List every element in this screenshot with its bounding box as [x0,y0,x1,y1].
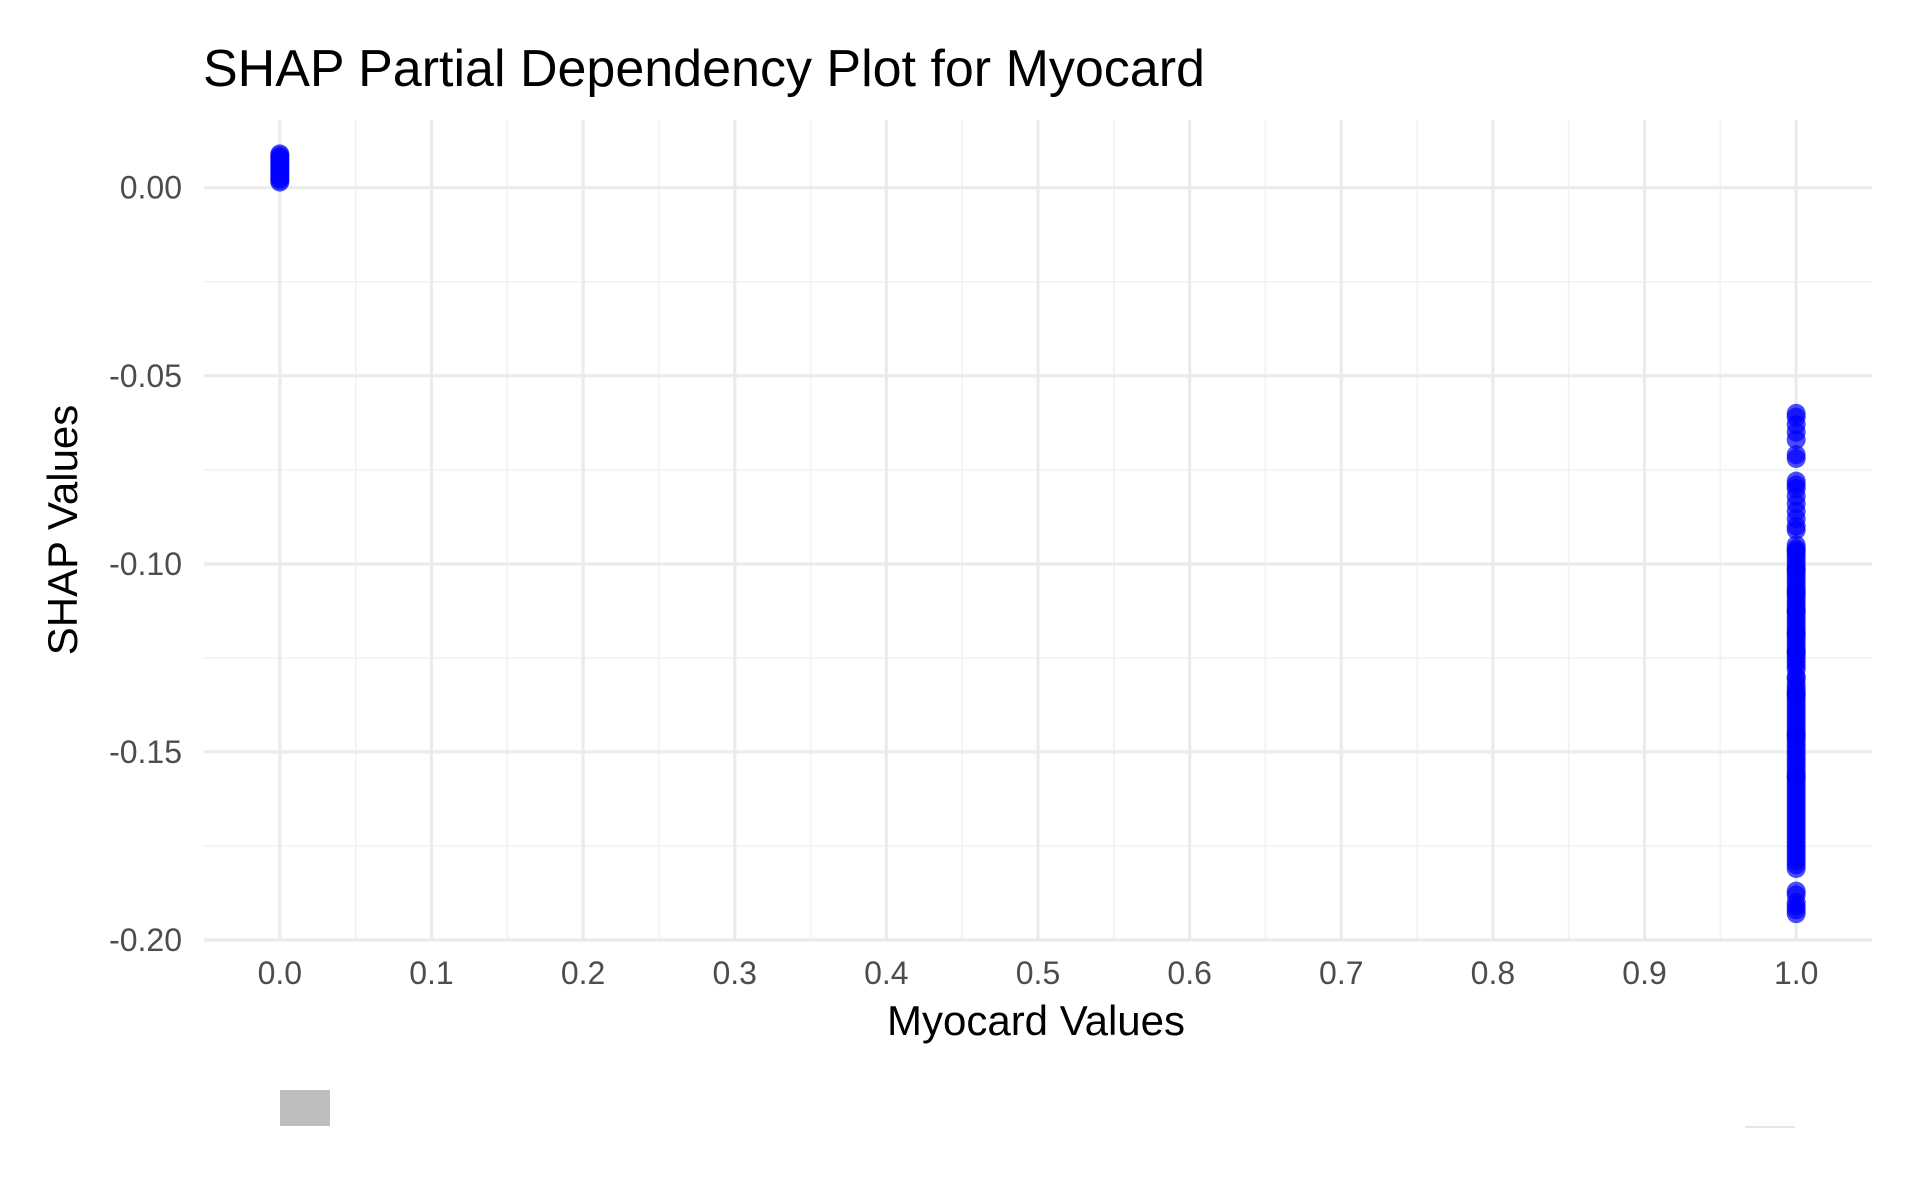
scatter-point [1786,559,1806,579]
scatter-point [1786,725,1806,745]
y-axis-tick-labels: 0.00 -0.05 -0.10 -0.15 -0.20 [109,170,182,958]
x-tick-label: 0.2 [561,955,605,991]
y-tick-label: -0.05 [109,358,182,394]
y-tick-label: 0.00 [120,170,182,206]
x-tick-label: 0.4 [864,955,908,991]
scatter-point [1786,541,1806,561]
scatter-point [1786,520,1806,540]
scatter-point [1786,766,1806,786]
major-gridlines [204,120,1872,942]
scatter-point [1786,623,1806,643]
scatter-point [1786,582,1806,602]
scatter-point [1786,449,1806,469]
x-axis-tick-labels: 0.0 0.1 0.2 0.3 0.4 0.5 0.6 0.7 0.8 0.9 1.0 [258,955,1819,991]
y-tick-label: -0.10 [109,546,182,582]
scatter-points [270,144,1806,924]
scatter-point [1786,601,1806,621]
chart-title: SHAP Partial Dependency Plot for Myocard [203,40,1205,98]
scatter-point [1786,642,1806,662]
scatter-point [1786,684,1806,704]
x-tick-label: 0.6 [1167,955,1211,991]
scatter-point [1786,859,1806,879]
legend-swatch [280,1090,330,1126]
x-tick-label: 0.5 [1016,955,1060,991]
y-axis-title: SHAP Values [39,405,86,656]
x-tick-label: 0.7 [1319,955,1363,991]
x-tick-label: 1.0 [1774,955,1818,991]
scatter-point [1786,430,1806,450]
scatter-point [270,172,290,192]
scatter-point [1786,904,1806,924]
y-tick-label: -0.20 [109,922,182,958]
x-tick-label: 0.3 [712,955,756,991]
x-tick-label: 0.0 [258,955,302,991]
x-axis-title: Myocard Values [887,997,1185,1044]
y-tick-label: -0.15 [109,734,182,770]
x-tick-label: 0.9 [1622,955,1666,991]
x-tick-label: 0.8 [1471,955,1515,991]
x-tick-label: 0.1 [409,955,453,991]
scatter-point [1786,669,1806,689]
